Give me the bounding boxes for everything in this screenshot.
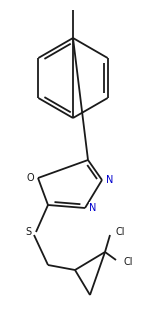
Text: O: O (26, 173, 34, 183)
Text: N: N (89, 203, 97, 213)
Text: S: S (25, 227, 31, 237)
Text: Cl: Cl (123, 257, 133, 267)
Text: N: N (106, 175, 114, 185)
Text: Cl: Cl (115, 227, 125, 237)
